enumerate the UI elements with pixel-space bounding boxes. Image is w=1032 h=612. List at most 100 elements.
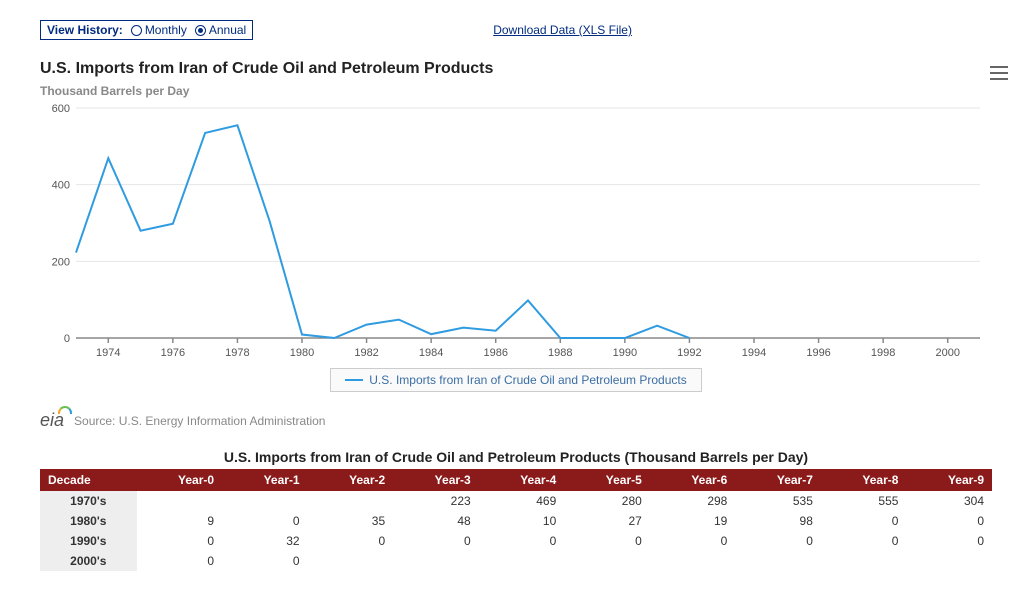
table-header-cell: Year-9 (906, 469, 992, 491)
table-cell (479, 551, 565, 571)
radio-annual-label: Annual (209, 23, 246, 37)
table-cell: 10 (479, 511, 565, 531)
table-cell (308, 551, 394, 571)
table-cell: 304 (906, 491, 992, 511)
table-cell: 1990's (40, 531, 137, 551)
svg-text:1978: 1978 (225, 347, 249, 359)
table-cell: 35 (308, 511, 394, 531)
svg-text:1992: 1992 (677, 347, 701, 359)
chart-svg: 0200400600197419761978198019821984198619… (40, 102, 990, 362)
table-cell: 298 (650, 491, 736, 511)
table-row: 1980's9035481027199800 (40, 511, 992, 531)
chart-block: U.S. Imports from Iran of Crude Oil and … (40, 60, 992, 392)
svg-text:1986: 1986 (483, 347, 507, 359)
table-cell: 0 (137, 531, 223, 551)
chart-title: U.S. Imports from Iran of Crude Oil and … (40, 60, 992, 78)
table-cell: 1980's (40, 511, 137, 531)
svg-text:200: 200 (52, 256, 70, 268)
table-cell: 27 (564, 511, 650, 531)
table-row: 1990's03200000000 (40, 531, 992, 551)
eia-swoosh-icon (58, 406, 72, 414)
table-cell: 0 (564, 531, 650, 551)
table-header-cell: Year-1 (222, 469, 308, 491)
table-cell: 0 (222, 511, 308, 531)
table-cell: 0 (393, 531, 479, 551)
svg-text:1980: 1980 (290, 347, 314, 359)
table-title: U.S. Imports from Iran of Crude Oil and … (40, 449, 992, 465)
table-cell: 0 (308, 531, 394, 551)
table-cell: 0 (821, 511, 907, 531)
legend[interactable]: U.S. Imports from Iran of Crude Oil and … (330, 368, 701, 392)
download-link[interactable]: Download Data (XLS File) (493, 23, 632, 37)
table-header-cell: Year-4 (479, 469, 565, 491)
table-header-cell: Year-7 (735, 469, 821, 491)
data-table: DecadeYear-0Year-1Year-2Year-3Year-4Year… (40, 469, 992, 571)
table-cell: 0 (479, 531, 565, 551)
svg-text:400: 400 (52, 180, 70, 192)
svg-text:2000: 2000 (935, 347, 959, 359)
table-header-cell: Year-3 (393, 469, 479, 491)
view-history-label: View History: (47, 23, 123, 37)
table-cell: 0 (821, 531, 907, 551)
table-header-cell: Year-2 (308, 469, 394, 491)
table-cell: 0 (137, 551, 223, 571)
table-header-cell: Year-5 (564, 469, 650, 491)
chart-menu-icon[interactable] (990, 64, 1012, 82)
table-cell: 19 (650, 511, 736, 531)
table-cell: 48 (393, 511, 479, 531)
table-cell: 469 (479, 491, 565, 511)
svg-text:1994: 1994 (742, 347, 766, 359)
table-body: 1970's2234692802985355553041980's9035481… (40, 491, 992, 571)
table-cell: 98 (735, 511, 821, 531)
table-header-cell: Decade (40, 469, 137, 491)
svg-text:1976: 1976 (161, 347, 185, 359)
radio-monthly[interactable]: Monthly (131, 23, 187, 37)
table-cell (137, 491, 223, 511)
table-cell: 0 (735, 531, 821, 551)
legend-swatch (345, 379, 363, 381)
table-cell: 9 (137, 511, 223, 531)
table-cell: 0 (906, 511, 992, 531)
table-cell (650, 551, 736, 571)
table-cell (393, 551, 479, 571)
svg-text:0: 0 (64, 333, 70, 345)
table-header-cell: Year-8 (821, 469, 907, 491)
table-cell (906, 551, 992, 571)
svg-text:1974: 1974 (96, 347, 120, 359)
table-cell (308, 491, 394, 511)
legend-label: U.S. Imports from Iran of Crude Oil and … (369, 373, 686, 387)
source-text: Source: U.S. Energy Information Administ… (74, 414, 325, 428)
table-cell (821, 551, 907, 571)
table-cell: 0 (650, 531, 736, 551)
table-cell (564, 551, 650, 571)
table-row: 2000's00 (40, 551, 992, 571)
table-cell: 535 (735, 491, 821, 511)
table-header-row: DecadeYear-0Year-1Year-2Year-3Year-4Year… (40, 469, 992, 491)
table-cell: 0 (906, 531, 992, 551)
radio-icon (195, 25, 206, 36)
radio-monthly-label: Monthly (145, 23, 187, 37)
svg-text:1996: 1996 (806, 347, 830, 359)
svg-text:600: 600 (52, 103, 70, 115)
table-header-cell: Year-6 (650, 469, 736, 491)
source-row: eia Source: U.S. Energy Information Admi… (40, 410, 992, 431)
table-cell: 0 (222, 551, 308, 571)
table-cell: 280 (564, 491, 650, 511)
table-cell (222, 491, 308, 511)
radio-annual[interactable]: Annual (195, 23, 246, 37)
table-row: 1970's223469280298535555304 (40, 491, 992, 511)
y-axis-title: Thousand Barrels per Day (40, 84, 992, 98)
table-header-cell: Year-0 (137, 469, 223, 491)
view-history-box: View History: Monthly Annual (40, 20, 253, 40)
table-cell: 2000's (40, 551, 137, 571)
radio-icon (131, 25, 142, 36)
table-cell (735, 551, 821, 571)
table-cell: 223 (393, 491, 479, 511)
table-cell: 32 (222, 531, 308, 551)
svg-text:1998: 1998 (871, 347, 895, 359)
top-controls: View History: Monthly Annual Download Da… (40, 20, 992, 40)
eia-logo: eia (40, 410, 66, 431)
chart-plot: 0200400600197419761978198019821984198619… (40, 102, 992, 362)
table-cell: 1970's (40, 491, 137, 511)
svg-text:1990: 1990 (613, 347, 637, 359)
